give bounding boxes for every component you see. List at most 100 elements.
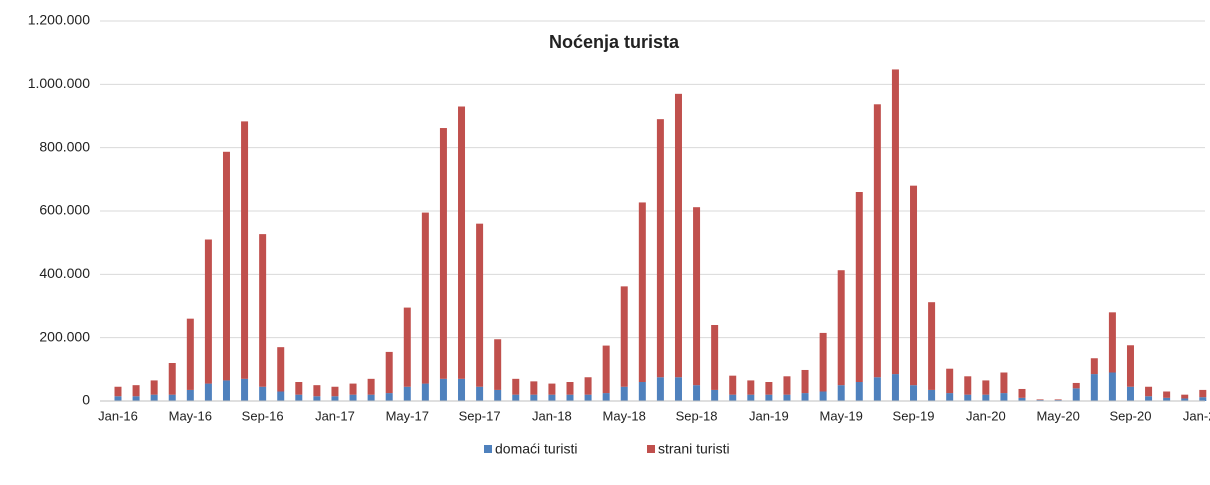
bar-segment [747,394,755,401]
bar-segment [982,394,990,401]
bar-segment [222,380,230,401]
bar-segment [458,106,466,379]
bar-segment [439,378,447,401]
bar-segment [512,394,520,401]
y-tick-label: 200.000 [39,328,90,344]
bar-segment [349,394,357,401]
y-tick-label: 1.200.000 [28,12,90,28]
x-tick-label: Jan-16 [98,408,138,423]
bar-segment [946,393,954,401]
y-tick-label: 800.000 [39,138,90,154]
x-tick-label: Jan-18 [532,408,572,423]
bar-segment [421,212,429,384]
bar-segment [1163,397,1171,401]
bar-segment [910,185,918,386]
x-tick-label: Jan-20 [966,408,1006,423]
bar-segment [855,382,863,401]
bar-segment [873,377,881,401]
bar-segment [602,345,610,394]
y-tick-label: 0 [82,392,90,408]
bar-segment [222,151,230,381]
bar-segment [241,378,249,401]
bar-segment [584,394,592,401]
bar-segment [349,383,357,395]
bar-segment [186,318,194,390]
bar-segment [494,389,502,401]
bar-segment [873,104,881,378]
bar-segment [313,396,321,401]
x-tick-label: Jan-21 [1183,408,1210,423]
bar-segment [1126,345,1134,387]
bar-segment [168,394,176,401]
chart-title: Noćenja turista [549,32,680,52]
bar-segment [729,394,737,401]
bar-segment [837,385,845,401]
x-tick-label: Jan-17 [315,408,355,423]
bar-segment [801,369,809,394]
bar-segment [783,376,791,395]
bar-segment [674,93,682,378]
bar-segment [1145,386,1153,397]
x-tick-label: May-19 [820,408,863,423]
bar-segment [1000,393,1008,401]
bar-segment [1108,372,1116,401]
bar-segment [1036,399,1044,401]
x-tick-label: Sep-17 [459,408,501,423]
bar-segment [367,394,375,401]
bar-segment [602,393,610,401]
bar-segment [910,385,918,401]
x-tick-label: Sep-16 [242,408,284,423]
bar-segment [891,374,899,401]
bar-segment [946,368,954,394]
y-tick-label: 1.000.000 [28,75,90,91]
bar-segment [656,119,664,378]
legend-swatch [484,445,492,453]
bar-segment [476,386,484,401]
y-tick-label: 400.000 [39,265,90,281]
bar-segment [331,396,339,401]
bar-segment [439,128,447,379]
bar-segment [638,382,646,401]
bar-segment [928,302,936,390]
bar-segment [548,383,556,395]
bar-segment [132,385,140,397]
bar-segment [1072,388,1080,401]
bar-segment [385,351,393,394]
bar-segment [711,389,719,401]
bar-segment [186,389,194,401]
bar-segment [1126,386,1134,401]
bar-segment [566,382,574,395]
bar-segment [765,382,773,395]
bar-segment [277,391,285,401]
bar-segment [928,389,936,401]
bar-segment [241,121,249,379]
x-tick-label: Sep-19 [893,408,935,423]
legend-label: domaći turisti [495,441,577,457]
bar-segment [476,223,484,387]
bar-segment [530,394,538,401]
bar-segment [259,234,267,387]
bar-segment [729,375,737,395]
bar-segment [421,383,429,401]
bar-segment [331,386,339,397]
bar-segment [1163,391,1171,398]
bar-segment [1090,358,1098,375]
bar-segment [855,192,863,382]
bar-segment [638,202,646,382]
y-tick-label: 600.000 [39,202,90,218]
bar-segment [385,393,393,401]
bar-segment [512,378,520,395]
bar-segment [964,376,972,395]
bar-segment [620,286,628,387]
bar-segment [1090,374,1098,401]
bar-segment [132,396,140,401]
bar-segment [656,377,664,401]
bar-segment [837,270,845,386]
bar-segment [150,394,158,401]
bar-segment [1072,382,1080,389]
bar-segment [458,378,466,401]
bar-segment [403,307,411,387]
bar-segment [1018,397,1026,401]
bar-segment [548,394,556,401]
bar-segment [620,386,628,401]
